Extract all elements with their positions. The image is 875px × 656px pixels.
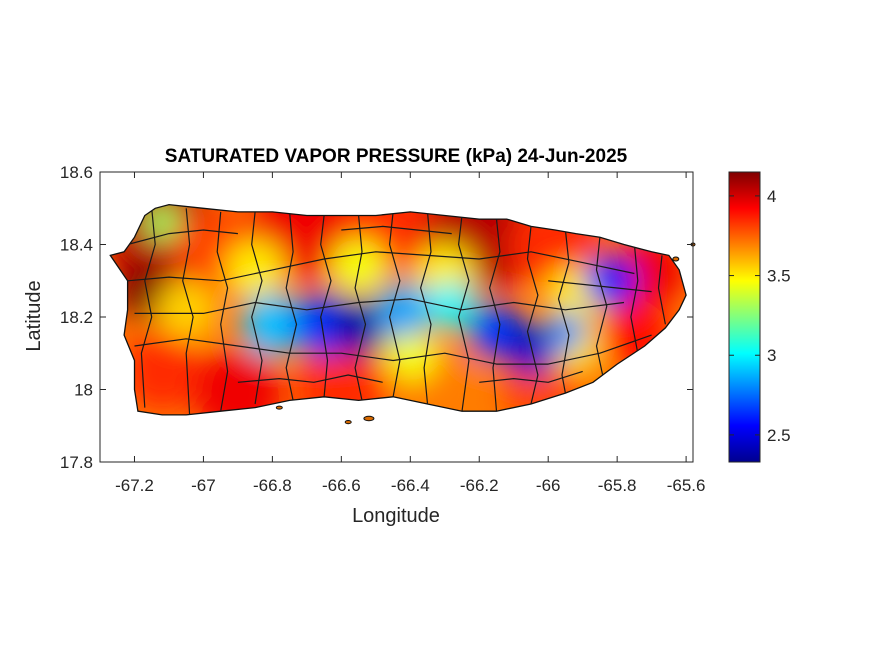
municipality-boundary xyxy=(127,251,635,282)
plot-area: -67.2 -67 -66.8 -66.6 -66.4 -66.2 -66 -65.8 -65.… xyxy=(60,163,706,495)
colorbar-bar xyxy=(728,171,761,463)
municipality-boundary xyxy=(630,244,639,354)
municipality-boundary xyxy=(389,211,401,397)
colorbar-tick-label: 2.5 xyxy=(767,426,791,445)
field-blob xyxy=(545,311,586,352)
municipality-boundary xyxy=(548,280,652,293)
field-blob xyxy=(427,282,476,331)
municipality-boundary xyxy=(595,237,608,379)
field-blob xyxy=(225,239,286,300)
field-blob xyxy=(330,238,387,295)
municipality-boundary xyxy=(251,211,263,405)
municipality-boundary xyxy=(237,374,383,383)
islet xyxy=(363,415,375,422)
colorbar-ticks: 4 3.5 3 2.5 xyxy=(729,187,791,445)
islet xyxy=(672,256,680,262)
municipality-boundary xyxy=(216,211,229,412)
municipality-boundary xyxy=(285,211,298,401)
municipality-boundary xyxy=(479,370,583,383)
municipality-boundary xyxy=(182,208,194,415)
x-tick-label: -66.2 xyxy=(460,476,499,495)
field-blob xyxy=(240,292,305,357)
chart-title: SATURATED VAPOR PRESSURE (kPa) 24-Jun-20… xyxy=(165,146,628,167)
x-tick-label: -66.8 xyxy=(253,476,292,495)
field-blob xyxy=(330,299,387,356)
islet xyxy=(275,405,283,410)
municipality-boundary xyxy=(134,334,652,365)
municipality-boundary xyxy=(140,208,156,408)
y-tick-label: 18.6 xyxy=(60,163,93,182)
municipality-boundary xyxy=(657,255,666,325)
municipality-boundary xyxy=(127,229,238,246)
field-blob xyxy=(375,281,432,338)
y-tick-label: 18.2 xyxy=(60,308,93,327)
municipality-boundary xyxy=(134,298,625,314)
x-tick-label: -65.6 xyxy=(667,476,706,495)
y-tick-label: 18 xyxy=(74,381,93,400)
municipality-boundary xyxy=(341,225,452,235)
x-tick-label: -67.2 xyxy=(115,476,154,495)
x-tick-label: -65.8 xyxy=(598,476,637,495)
municipality-boundary xyxy=(420,211,432,405)
x-tick-label: -66.4 xyxy=(391,476,430,495)
y-axis: 18.6 18.4 18.2 18 17.8 xyxy=(60,163,693,472)
y-axis-label: Latitude xyxy=(23,280,45,351)
field-blob xyxy=(505,323,557,376)
x-tick-label: -66 xyxy=(536,476,561,495)
municipality-boundary xyxy=(354,215,367,401)
colorbar-tick-label: 3 xyxy=(767,346,776,365)
colorbar-tick-label: 3.5 xyxy=(767,267,791,286)
municipality-boundary xyxy=(489,219,501,412)
field-blob xyxy=(144,204,181,241)
colorbar: 4 3.5 3 2.5 xyxy=(728,171,791,463)
y-tick-label: 17.8 xyxy=(60,453,93,472)
colorbar-tick-label: 4 xyxy=(767,187,776,206)
island-outline xyxy=(109,203,687,416)
x-tick-label: -66.6 xyxy=(322,476,361,495)
municipality-boundary xyxy=(458,215,470,412)
x-tick-label: -67 xyxy=(191,476,216,495)
municipality-boundaries xyxy=(127,208,666,415)
field-blob xyxy=(156,279,217,340)
x-axis: -67.2 -67 -66.8 -66.6 -66.4 -66.2 -66 -65.8 -65.… xyxy=(115,172,705,495)
field-blob xyxy=(584,254,637,307)
y-tick-label: 18.4 xyxy=(60,236,93,255)
municipality-boundary xyxy=(320,215,332,397)
x-axis-label: Longitude xyxy=(352,505,440,527)
islet xyxy=(344,420,352,425)
municipality-boundary xyxy=(526,226,539,405)
